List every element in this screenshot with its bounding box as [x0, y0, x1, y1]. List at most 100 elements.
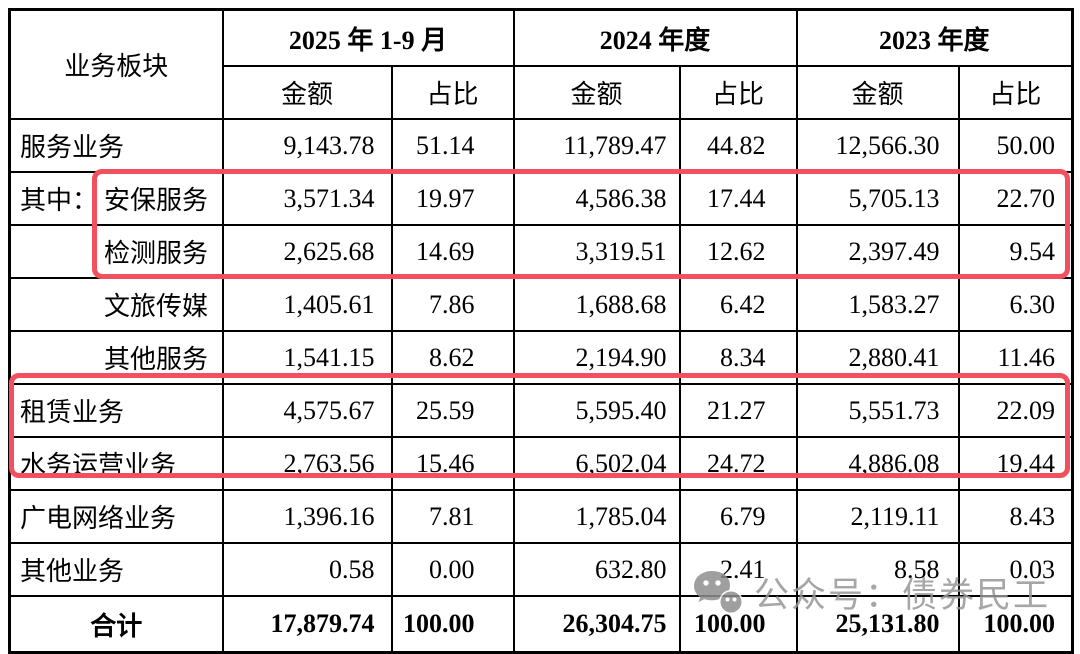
amount-cell: 0.58	[221, 542, 393, 597]
ratio-cell: 51.14	[390, 118, 515, 173]
amount-cell: 1,688.68	[512, 277, 681, 332]
table-row: 文旅传媒 1,405.61 7.86 1,688.68 6.42 1,583.27 6.30	[8, 277, 1074, 332]
table-row: 检测服务 2,625.68 14.69 3,319.51 12.62 2,397.49 9.…	[8, 224, 1074, 279]
business-segment-table: 业务板块 2025 年 1-9 月 2024 年度 2023 年度 金额 占比 …	[8, 8, 1075, 654]
table-row: 服务业务 9,143.78 51.14 11,789.47 44.82 12,566.30…	[8, 118, 1074, 173]
amount-cell: 4,586.38	[512, 171, 681, 226]
header-ratio-2024: 占比	[678, 65, 798, 120]
row-label-cell: 其中： 安保服务	[8, 171, 224, 226]
ratio-cell: 0.03	[957, 542, 1074, 597]
header-period-row: 业务板块 2025 年 1-9 月 2024 年度 2023 年度	[8, 8, 1074, 120]
row-label: 安保服务	[104, 186, 209, 215]
header-amount-2023: 金额	[795, 65, 960, 120]
ratio-cell: 24.72	[678, 436, 798, 491]
amount-cell: 1,583.27	[795, 277, 960, 332]
amount-cell: 3,571.34	[221, 171, 393, 226]
ratio-cell: 6.42	[678, 277, 798, 332]
row-label-cell: 其他服务	[8, 330, 224, 385]
ratio-cell: 19.97	[390, 171, 515, 226]
table-row: 水务运营业务 2,763.56 15.46 6,502.04 24.72 4,886.08…	[8, 436, 1074, 491]
header-amount-2024: 金额	[512, 65, 681, 120]
amount-cell: 3,319.51	[512, 224, 681, 279]
amount-cell: 9,143.78	[221, 118, 393, 173]
header-period-2023: 2023 年度	[795, 8, 1074, 67]
table-row: 其他业务 0.58 0.00 632.80 2.41 8.58 0.03	[8, 542, 1074, 597]
row-label: 服务业务	[20, 133, 125, 162]
row-label: 检测服务	[104, 239, 209, 268]
ratio-cell: 6.79	[678, 489, 798, 544]
amount-cell: 5,595.40	[512, 383, 681, 438]
ratio-cell: 6.30	[957, 277, 1074, 332]
amount-cell: 5,551.73	[795, 383, 960, 438]
amount-cell: 1,396.16	[221, 489, 393, 544]
table-row: 其中： 安保服务 3,571.34 19.97 4,586.38 17.44 5,705.1…	[8, 171, 1074, 226]
ratio-cell: 50.00	[957, 118, 1074, 173]
ratio-cell: 14.69	[390, 224, 515, 279]
amount-cell: 4,886.08	[795, 436, 960, 491]
row-label-cell: 水务运营业务	[8, 436, 224, 491]
row-label-cell: 其他业务	[8, 542, 224, 597]
row-label-cell: 服务业务	[8, 118, 224, 173]
amount-cell: 1,541.15	[221, 330, 393, 385]
ratio-cell: 21.27	[678, 383, 798, 438]
amount-cell: 1,405.61	[221, 277, 393, 332]
ratio-cell: 7.81	[390, 489, 515, 544]
ratio-cell: 19.44	[957, 436, 1074, 491]
table-row: 其他服务 1,541.15 8.62 2,194.90 8.34 2,880.41 11.4…	[8, 330, 1074, 385]
total-amount-cell: 17,879.74	[221, 595, 393, 654]
row-label-cell: 检测服务	[8, 224, 224, 279]
total-amount-cell: 25,131.80	[795, 595, 960, 654]
total-label: 合计	[8, 595, 224, 654]
ratio-cell: 9.54	[957, 224, 1074, 279]
amount-cell: 5,705.13	[795, 171, 960, 226]
amount-cell: 2,194.90	[512, 330, 681, 385]
amount-cell: 632.80	[512, 542, 681, 597]
header-sub-row: 金额 占比 金额 占比 金额 占比	[10, 65, 1074, 120]
ratio-cell: 7.86	[390, 277, 515, 332]
ratio-cell: 15.46	[390, 436, 515, 491]
ratio-cell: 8.62	[390, 330, 515, 385]
header-period-2025: 2025 年 1-9 月	[221, 8, 515, 67]
total-ratio-cell: 100.00	[390, 595, 515, 654]
amount-cell: 1,785.04	[512, 489, 681, 544]
table-row: 租赁业务 4,575.67 25.59 5,595.40 21.27 5,551.73 22…	[8, 383, 1074, 438]
amount-cell: 4,575.67	[221, 383, 393, 438]
total-row: 合计 17,879.74 100.00 26,304.75 100.00 25,…	[8, 595, 1074, 654]
amount-cell: 2,763.56	[221, 436, 393, 491]
header-ratio-2023: 占比	[957, 65, 1074, 120]
ratio-cell: 22.09	[957, 383, 1074, 438]
ratio-cell: 8.34	[678, 330, 798, 385]
header-segment: 业务板块	[8, 8, 224, 120]
row-label: 其他业务	[20, 557, 125, 586]
ratio-cell: 22.70	[957, 171, 1074, 226]
header-period-2024: 2024 年度	[512, 8, 798, 67]
header-ratio-2025: 占比	[390, 65, 515, 120]
row-label: 其他服务	[104, 345, 209, 374]
row-label: 文旅传媒	[104, 292, 209, 321]
row-label: 水务运营业务	[20, 451, 177, 480]
amount-cell: 2,397.49	[795, 224, 960, 279]
row-prefix: 其中：	[20, 186, 99, 215]
ratio-cell: 0.00	[390, 542, 515, 597]
total-amount-cell: 26,304.75	[512, 595, 681, 654]
ratio-cell: 2.41	[678, 542, 798, 597]
header-amount-2025: 金额	[221, 65, 393, 120]
ratio-cell: 17.44	[678, 171, 798, 226]
row-label: 租赁业务	[20, 398, 125, 427]
document-page: 业务板块 2025 年 1-9 月 2024 年度 2023 年度 金额 占比 …	[8, 8, 1075, 654]
row-label-cell: 文旅传媒	[8, 277, 224, 332]
amount-cell: 12,566.30	[795, 118, 960, 173]
table-row: 广电网络业务 1,396.16 7.81 1,785.04 6.79 2,119.11 8.…	[8, 489, 1074, 544]
amount-cell: 2,119.11	[795, 489, 960, 544]
amount-cell: 2,880.41	[795, 330, 960, 385]
ratio-cell: 11.46	[957, 330, 1074, 385]
ratio-cell: 12.62	[678, 224, 798, 279]
total-ratio-cell: 100.00	[957, 595, 1074, 654]
total-ratio-cell: 100.00	[678, 595, 798, 654]
row-label-cell: 广电网络业务	[8, 489, 224, 544]
row-label-cell: 租赁业务	[8, 383, 224, 438]
amount-cell: 11,789.47	[512, 118, 681, 173]
amount-cell: 8.58	[795, 542, 960, 597]
ratio-cell: 44.82	[678, 118, 798, 173]
ratio-cell: 25.59	[390, 383, 515, 438]
